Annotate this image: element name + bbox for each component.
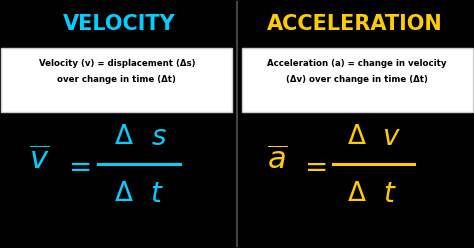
Text: ACCELERATION: ACCELERATION [267, 14, 443, 34]
Text: $s$: $s$ [151, 124, 167, 152]
Text: (Δv) over change in time (Δt): (Δv) over change in time (Δt) [286, 75, 428, 84]
FancyBboxPatch shape [242, 48, 473, 112]
Text: $t$: $t$ [383, 180, 397, 208]
Text: $\overline{a}$: $\overline{a}$ [267, 146, 287, 175]
Text: $=$: $=$ [299, 152, 326, 180]
Text: VELOCITY: VELOCITY [63, 14, 175, 34]
Text: Acceleration (a) = change in velocity: Acceleration (a) = change in velocity [267, 59, 447, 68]
Text: $t$: $t$ [150, 180, 164, 208]
Text: $\Delta$: $\Delta$ [114, 181, 134, 207]
Text: $v$: $v$ [382, 124, 401, 152]
FancyBboxPatch shape [1, 48, 232, 112]
Text: Velocity (v) = displacement (Δs): Velocity (v) = displacement (Δs) [38, 59, 195, 68]
Text: $\Delta$: $\Delta$ [114, 124, 134, 151]
Text: $=$: $=$ [63, 152, 91, 180]
Text: over change in time (Δt): over change in time (Δt) [57, 75, 176, 84]
Text: $\Delta$: $\Delta$ [347, 181, 367, 207]
Text: $\overline{v}$: $\overline{v}$ [29, 146, 49, 175]
Text: $\Delta$: $\Delta$ [347, 124, 367, 151]
